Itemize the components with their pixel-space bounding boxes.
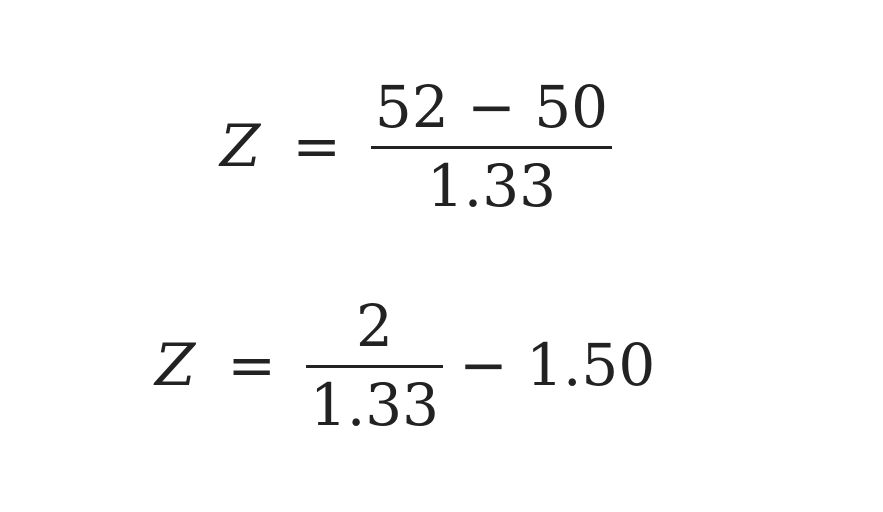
equals-sign: =: [292, 112, 341, 180]
equals-sign: =: [227, 331, 276, 399]
denominator: 1.33: [309, 370, 440, 439]
numerator: 52 − 50: [374, 72, 608, 141]
equation-2: Z = 2 1.33 − 1.50: [155, 285, 655, 445]
fraction-bar: [305, 364, 444, 368]
equation-1: Z = 52 − 50 1.33: [220, 66, 612, 226]
fraction-bar: [370, 145, 612, 149]
variable-z: Z: [220, 112, 261, 180]
denominator: 1.33: [426, 151, 557, 220]
variable-z: Z: [155, 331, 196, 399]
numerator: 2: [356, 291, 393, 360]
fraction: 52 − 50 1.33: [370, 72, 612, 220]
trailing-term: − 1.50: [459, 331, 656, 399]
fraction: 2 1.33: [305, 291, 444, 439]
